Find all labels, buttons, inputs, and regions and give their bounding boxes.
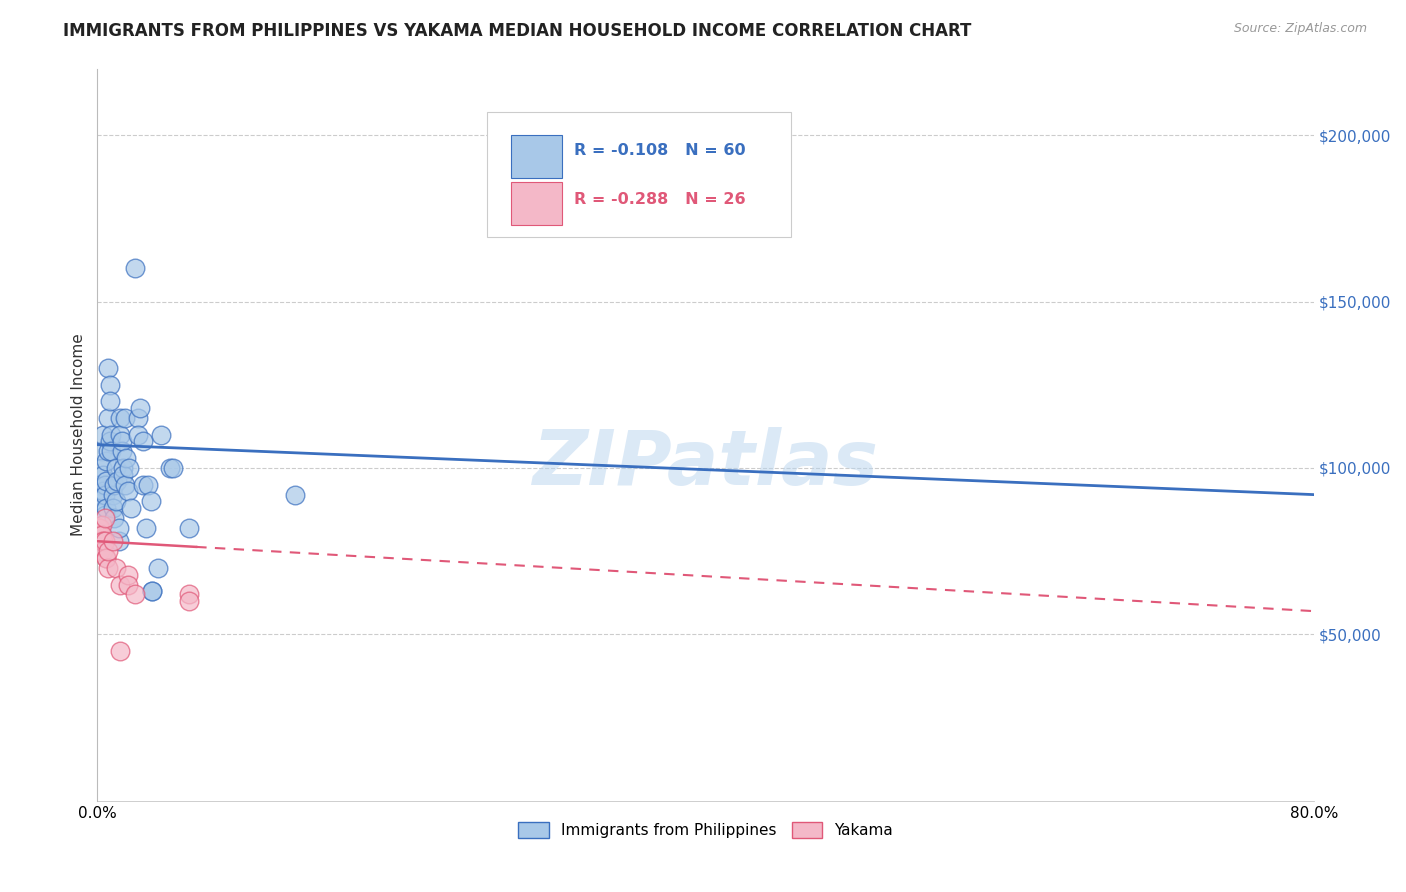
Point [97,544,120,558]
Point [90,534,112,549]
Point [115,450,138,465]
Point [136,477,159,491]
FancyBboxPatch shape [510,182,562,226]
Point [114,477,136,491]
Point [108,577,131,591]
Point [124,261,146,276]
Point [104,494,127,508]
Point [107,534,129,549]
FancyBboxPatch shape [510,136,562,178]
Legend: Immigrants from Philippines, Yakama: Immigrants from Philippines, Yakama [512,816,900,845]
Point [103,477,125,491]
Point [87,477,110,491]
Point [104,561,127,575]
Point [114,411,136,425]
Point [100,444,122,458]
Point [96,550,118,565]
Point [127,427,149,442]
Point [93,484,115,499]
Point [103,511,125,525]
Point [97,411,120,425]
Point [89,500,111,515]
Point [97,444,120,458]
Point [94,508,117,522]
Point [107,521,129,535]
Point [118,461,141,475]
Point [141,584,163,599]
Point [89,488,111,502]
Point [177,587,200,601]
Point [89,534,111,549]
Point [177,521,200,535]
Point [89,544,111,558]
Point [101,488,124,502]
FancyBboxPatch shape [486,112,790,237]
Point [117,567,139,582]
Point [98,377,121,392]
Text: Source: ZipAtlas.com: Source: ZipAtlas.com [1233,22,1367,36]
Point [124,587,146,601]
Text: ZIPatlas: ZIPatlas [533,427,879,501]
Point [94,534,117,549]
Point [112,461,135,475]
Point [132,434,155,449]
Point [108,411,131,425]
Point [111,444,134,458]
Point [90,461,112,475]
Point [177,594,200,608]
Point [135,521,157,535]
Point [97,561,120,575]
Point [89,521,111,535]
Point [159,461,181,475]
Point [129,401,152,415]
Point [90,527,112,541]
Point [98,434,121,449]
Point [127,411,149,425]
Point [93,534,115,549]
Point [101,500,124,515]
Point [112,467,135,482]
Point [94,477,117,491]
Y-axis label: Median Household Income: Median Household Income [72,334,86,536]
Point [96,475,118,489]
Point [132,477,155,491]
Point [150,427,173,442]
Point [93,427,115,442]
Point [117,484,139,499]
Point [97,361,120,376]
Point [146,561,169,575]
Point [93,467,115,482]
Point [90,444,112,458]
Point [98,394,121,409]
Point [111,434,134,449]
Point [284,488,307,502]
Point [120,500,142,515]
Text: R = -0.108   N = 60: R = -0.108 N = 60 [574,144,745,158]
Text: R = -0.288   N = 26: R = -0.288 N = 26 [574,192,745,207]
Point [96,454,118,468]
Point [139,494,162,508]
Point [93,544,115,558]
Point [89,527,111,541]
Point [94,488,117,502]
Point [104,461,127,475]
Point [96,500,118,515]
Point [117,577,139,591]
Point [87,527,110,541]
Point [108,644,131,658]
Point [96,550,118,565]
Text: IMMIGRANTS FROM PHILIPPINES VS YAKAMA MEDIAN HOUSEHOLD INCOME CORRELATION CHART: IMMIGRANTS FROM PHILIPPINES VS YAKAMA ME… [63,22,972,40]
Point [90,517,112,532]
Point [105,475,128,489]
Point [94,511,117,525]
Point [101,534,124,549]
Point [100,427,122,442]
Point [162,461,184,475]
Point [87,521,110,535]
Point [108,427,131,442]
Point [141,584,163,599]
